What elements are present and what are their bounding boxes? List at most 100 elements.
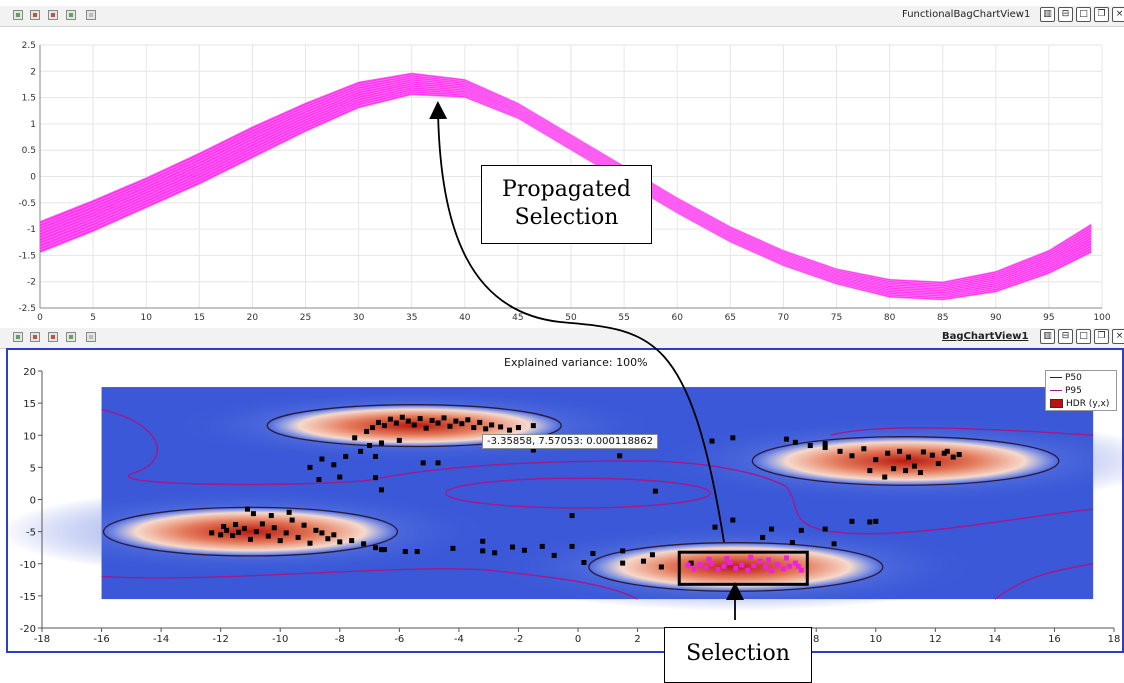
data-point: [539, 543, 545, 549]
data-point: [265, 533, 271, 539]
data-point: [480, 538, 486, 544]
data-point: [509, 544, 515, 550]
data-point: [423, 425, 429, 431]
clear-selection-icon[interactable]: [86, 10, 96, 20]
data-point: [950, 454, 956, 460]
maximize-icon[interactable]: □: [1076, 329, 1091, 344]
x-tick-label: 0: [37, 313, 43, 323]
data-point: [941, 450, 947, 456]
data-point: [861, 446, 867, 452]
selected-point: [703, 565, 709, 571]
data-point: [917, 470, 923, 476]
data-point: [283, 530, 289, 536]
data-point: [253, 529, 259, 535]
data-point: [277, 538, 283, 544]
select-points-icon[interactable]: [66, 10, 76, 20]
x-tick-label: 5: [90, 313, 96, 323]
x-tick-label: -4: [454, 634, 464, 645]
restore-icon[interactable]: ❐: [1094, 7, 1109, 22]
zoom-icon[interactable]: [30, 10, 40, 20]
data-point: [337, 539, 343, 545]
clear-selection-icon[interactable]: [86, 332, 96, 342]
data-point: [358, 448, 364, 454]
selected-point: [769, 568, 775, 574]
data-point: [873, 457, 879, 463]
data-point: [891, 466, 897, 472]
selected-point: [757, 558, 763, 564]
data-point: [530, 423, 536, 429]
data-point: [247, 536, 253, 542]
data-point: [492, 550, 498, 556]
data-point: [789, 540, 795, 546]
x-tick-label: 15: [194, 313, 205, 323]
data-point: [688, 560, 694, 566]
split-vertical-icon[interactable]: ⊟: [1058, 7, 1073, 22]
data-point: [441, 415, 447, 421]
split-horizontal-icon[interactable]: ▥: [1040, 329, 1055, 344]
y-tick-label: 15: [23, 399, 36, 410]
data-point: [617, 453, 623, 459]
view-reset-icon[interactable]: [13, 332, 23, 342]
x-tick-label: -18: [34, 634, 50, 645]
maximize-icon[interactable]: □: [1076, 7, 1091, 22]
zoom-icon[interactable]: [30, 332, 40, 342]
bag-chart-view[interactable]: -18-16-14-12-10-8-6-4-2024681012141618-2…: [6, 348, 1124, 653]
data-point: [649, 552, 655, 558]
bottom-view-title: BagChartView1: [942, 331, 1029, 342]
data-point: [620, 548, 626, 554]
restore-icon[interactable]: ❐: [1094, 329, 1109, 344]
data-point: [268, 513, 274, 519]
select-icon[interactable]: [48, 332, 58, 342]
data-point: [515, 425, 521, 431]
legend-item-p95[interactable]: P95: [1046, 384, 1116, 397]
legend-item-p50[interactable]: P50: [1046, 371, 1116, 384]
data-point: [867, 468, 873, 474]
hover-tooltip: -3.35858, 7.57053: 0.000118862: [482, 434, 659, 449]
chart-legend: P50 P95 HDR (y,x): [1045, 370, 1117, 411]
data-point: [259, 521, 265, 527]
data-point: [218, 532, 224, 538]
data-point: [343, 453, 349, 459]
data-point: [581, 559, 587, 565]
data-point: [822, 444, 828, 450]
data-point: [620, 560, 626, 566]
x-tick-label: 35: [406, 313, 417, 323]
split-horizontal-icon[interactable]: ▥: [1040, 7, 1055, 22]
data-point: [507, 427, 513, 433]
close-icon[interactable]: ×: [1112, 7, 1124, 22]
x-tick-label: -6: [394, 634, 404, 645]
data-point: [760, 534, 766, 540]
x-tick-label: 10: [140, 313, 152, 323]
split-vertical-icon[interactable]: ⊟: [1058, 329, 1073, 344]
data-point: [286, 509, 292, 515]
legend-item-hdr[interactable]: HDR (y,x): [1046, 397, 1116, 410]
y-tick-label: 1.5: [22, 94, 36, 104]
x-tick-label: -14: [153, 634, 169, 645]
data-point: [709, 438, 715, 444]
data-point: [331, 532, 337, 538]
bag-chart[interactable]: -18-16-14-12-10-8-6-4-2024681012141618-2…: [8, 350, 1122, 651]
x-tick-label: 60: [671, 313, 683, 323]
density-core: [752, 436, 1059, 486]
y-tick-label: -10: [20, 560, 36, 571]
data-point: [807, 443, 813, 449]
data-point: [381, 423, 387, 429]
propagated-label-line1: Propagated: [502, 177, 631, 202]
selected-point: [709, 561, 715, 567]
data-point: [373, 475, 379, 481]
view-reset-icon[interactable]: [13, 10, 23, 20]
selected-point: [766, 557, 772, 563]
select-points-icon[interactable]: [66, 332, 76, 342]
data-point: [483, 426, 489, 432]
data-point: [920, 449, 926, 455]
select-icon[interactable]: [48, 10, 58, 20]
data-point: [319, 530, 325, 536]
data-point: [411, 422, 417, 428]
y-tick-label: -1.5: [18, 251, 36, 261]
y-tick-label: 10: [23, 431, 36, 442]
data-point: [271, 525, 277, 531]
close-icon[interactable]: ×: [1112, 329, 1124, 344]
data-point: [402, 549, 408, 555]
x-tick-label: -8: [335, 634, 345, 645]
selected-point: [780, 566, 786, 572]
